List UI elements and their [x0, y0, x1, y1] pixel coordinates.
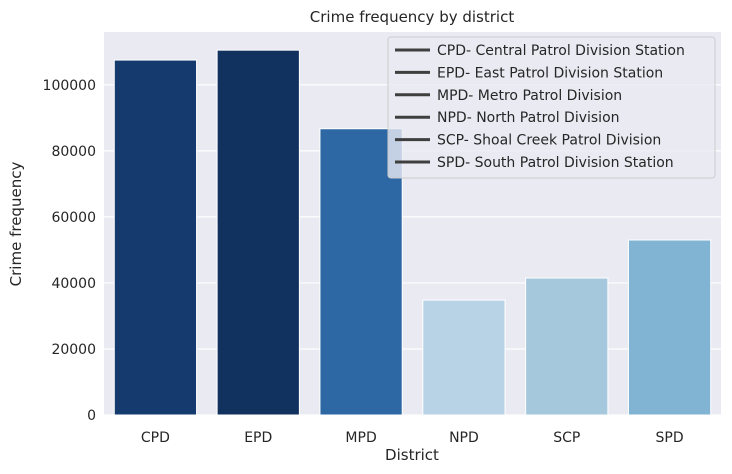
legend-entry: CPD- Central Patrol Division Station	[437, 43, 685, 59]
x-tick-label-scp: SCP	[553, 430, 580, 446]
legend-entry: NPD- North Patrol Division	[437, 110, 620, 126]
bars	[113, 49, 712, 416]
chart-title: Crime frequency by district	[310, 8, 515, 26]
bar-npd	[422, 299, 506, 416]
y-tick-label: 20000	[51, 342, 96, 358]
legend-entry: SCP- Shoal Creek Patrol Division	[437, 133, 661, 149]
bar-scp	[525, 277, 609, 416]
legend-entry: MPD- Metro Patrol Division	[437, 88, 622, 104]
y-axis-label: Crime frequency	[7, 162, 25, 287]
bar-spd	[627, 239, 712, 416]
x-axis-label: District	[385, 446, 439, 464]
y-tick-labels: 0 20000 40000 60000 80000 100000	[43, 78, 96, 424]
y-tick-label: 40000	[51, 276, 96, 292]
y-tick-label: 0	[87, 408, 96, 424]
x-tick-label-spd: SPD	[656, 430, 684, 446]
x-tick-label-epd: EPD	[244, 430, 272, 446]
x-tick-label-cpd: CPD	[141, 430, 170, 446]
y-tick-label: 100000	[43, 78, 96, 94]
legend-box	[387, 36, 716, 179]
y-tick-label: 60000	[51, 210, 96, 226]
bar-epd	[216, 49, 300, 416]
legend: CPD- Central Patrol Division Station EPD-…	[387, 36, 716, 179]
x-tick-labels: CPD EPD MPD NPD SCP SPD	[141, 430, 684, 446]
bar-cpd	[113, 59, 198, 416]
x-tick-label-mpd: MPD	[345, 430, 376, 446]
legend-entry: EPD- East Patrol Division Station	[437, 65, 663, 81]
y-tick-label: 80000	[51, 144, 96, 160]
legend-entry: SPD- South Patrol Division Station	[437, 155, 674, 171]
x-tick-label-npd: NPD	[449, 430, 479, 446]
